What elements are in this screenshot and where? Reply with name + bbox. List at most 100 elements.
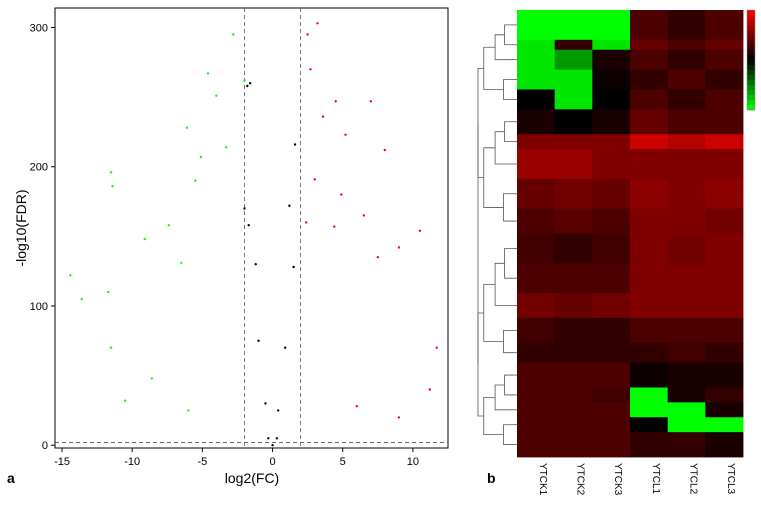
x-tick-label: 0 <box>269 456 275 468</box>
legend-swatch <box>747 100 755 106</box>
heatmap-cell <box>630 208 669 234</box>
heatmap-cell <box>667 362 706 388</box>
scatter-point <box>267 437 270 440</box>
heatmap-cell <box>592 149 631 180</box>
heatmap-cell <box>554 362 593 388</box>
heatmap-cell <box>592 233 631 264</box>
heatmap-cell <box>517 387 556 403</box>
heatmap-cell <box>554 178 593 210</box>
heatmap-cell <box>667 134 706 150</box>
dendrogram-branch <box>494 262 513 306</box>
legend-swatch <box>747 60 755 66</box>
heatmap-cell <box>705 417 744 433</box>
heatmap-cell <box>667 89 706 110</box>
scatter-point <box>80 297 83 301</box>
scatter-point <box>397 246 401 249</box>
legend-swatch <box>747 40 755 46</box>
scatter-point <box>383 148 386 152</box>
legend-swatch <box>747 75 755 81</box>
heatmap-cell <box>630 342 669 364</box>
heatmap-cell <box>667 39 706 51</box>
heatmap-cell <box>705 89 744 110</box>
scatter-point <box>150 377 153 380</box>
scatter-point <box>369 100 372 103</box>
heatmap-cell <box>592 49 631 70</box>
heatmap-cell <box>554 263 593 294</box>
heatmap-cell <box>592 39 631 51</box>
dendrogram-branch <box>503 424 513 445</box>
dendrogram-branch <box>504 374 513 396</box>
scatter-point <box>143 237 146 241</box>
heatmap-cell <box>592 134 631 150</box>
heatmap-cell <box>630 402 669 418</box>
heatmap-cell <box>517 417 556 433</box>
heatmap-cell <box>554 342 593 364</box>
panel-label-b: b <box>487 470 496 486</box>
row-dendrogram <box>477 24 517 445</box>
scatter-point <box>271 444 274 447</box>
heatmap-column-labels: YTCK1 YTCK2 YTCK3 YTCL1 YTCL2 YTCL3 <box>537 463 736 496</box>
heatmap-cell <box>517 109 556 135</box>
scatter-point <box>313 178 316 181</box>
legend-swatch <box>747 20 755 26</box>
legend-swatch <box>747 95 755 101</box>
scatter-point <box>435 346 438 349</box>
x-tick-label: 5 <box>340 456 346 468</box>
column-label: YTCK2 <box>575 463 586 496</box>
heatmap-cell <box>554 149 593 180</box>
heatmap-cell <box>667 109 706 135</box>
legend-swatch <box>747 85 755 91</box>
scatter-point <box>243 79 246 82</box>
heatmap-cell <box>630 149 669 180</box>
heatmap-cell <box>517 263 556 294</box>
heatmap-cell <box>592 317 631 344</box>
dendrogram-branch <box>503 193 513 222</box>
scatter-point <box>362 214 365 217</box>
scatter-point <box>107 290 110 294</box>
heatmap-cell <box>705 432 744 458</box>
scatter-point <box>246 84 249 88</box>
heatmap-cell <box>667 208 706 234</box>
heatmap-cell <box>630 69 669 90</box>
legend-swatch <box>747 35 755 41</box>
heatmap-cell <box>517 39 556 51</box>
legend-swatch <box>747 15 755 21</box>
heatmap-cell <box>667 69 706 90</box>
dendrogram-branch <box>503 329 513 354</box>
heatmap-cell <box>630 109 669 135</box>
heatmap-cell <box>592 387 631 403</box>
heatmap-cell <box>667 387 706 403</box>
scatter-point <box>293 143 297 146</box>
heatmap-cell <box>554 208 593 234</box>
heatmap-cell <box>630 10 669 41</box>
heatmap-cell <box>705 208 744 234</box>
heatmap-cell <box>517 362 556 388</box>
heatmap-cell <box>705 293 744 319</box>
scatter-point <box>334 100 337 103</box>
heatmap-cell <box>630 263 669 294</box>
scatter-point <box>243 207 246 210</box>
scatter-point <box>277 409 280 412</box>
scatter-point <box>187 409 190 412</box>
heatmap-cell <box>667 417 706 433</box>
heatmap-cell <box>705 134 744 150</box>
scatter-point <box>376 256 379 259</box>
scatter-point <box>109 346 113 349</box>
heatmap-cell <box>517 134 556 150</box>
legend-frame <box>746 9 756 111</box>
heatmap-cell <box>705 69 744 90</box>
volcano-points <box>69 22 438 447</box>
dendrogram-branch <box>503 79 513 100</box>
heatmap-cell <box>517 432 556 458</box>
heatmap-cell <box>630 178 669 210</box>
scatter-point <box>124 399 127 402</box>
scatter-point <box>248 82 252 85</box>
legend-swatch <box>747 45 755 51</box>
heatmap-cell <box>630 89 669 110</box>
heatmap-cell <box>554 402 593 418</box>
scatter-point <box>275 437 278 440</box>
scatter-point <box>185 126 189 129</box>
heatmap-cell <box>517 49 556 70</box>
scatter-point <box>254 263 257 266</box>
column-label: YTCL3 <box>725 463 736 495</box>
